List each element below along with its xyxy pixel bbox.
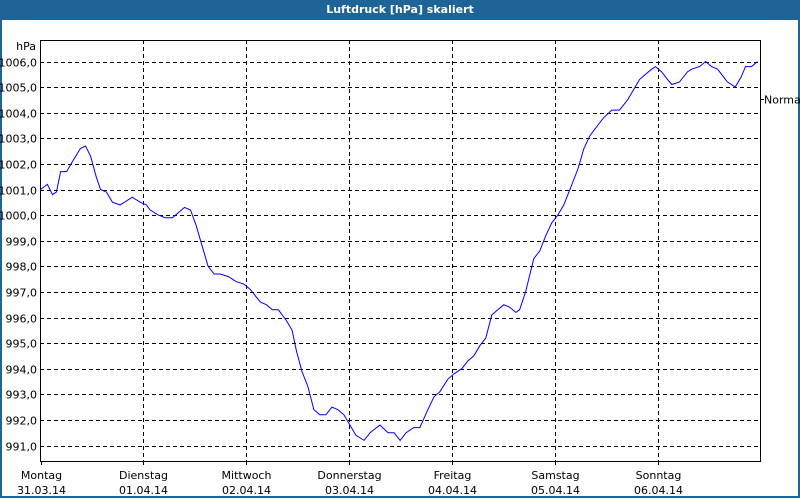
- normal-reference-label: Normal: [764, 94, 800, 107]
- y-axis-label: hPa: [16, 40, 36, 53]
- x-tick-day: Mittwoch: [222, 469, 272, 482]
- window-title: Luftdruck [hPa] skaliert: [0, 0, 800, 20]
- y-tick-label: 997,0: [6, 287, 38, 300]
- x-tick-date: 05.04.14: [531, 484, 580, 497]
- plot-frame: [40, 40, 761, 462]
- y-tick-label: 1000,0: [0, 210, 37, 223]
- y-tick-label: 1004,0: [0, 108, 37, 121]
- x-tick-date: 06.04.14: [634, 484, 683, 497]
- series-line-luftdruck: [40, 60, 758, 442]
- y-tick-label: 1006,0: [0, 57, 37, 70]
- x-tick-day: Freitag: [434, 469, 472, 482]
- y-tick-label: 994,0: [6, 364, 38, 377]
- x-tick-date: 01.04.14: [119, 484, 168, 497]
- y-tick-label: 1005,0: [0, 82, 37, 95]
- y-tick-label: 1003,0: [0, 133, 37, 146]
- x-tick-day: Sonntag: [636, 469, 682, 482]
- y-tick-label: 999,0: [6, 236, 38, 249]
- x-tick-day: Dienstag: [119, 469, 168, 482]
- y-tick-label: 992,0: [6, 415, 38, 428]
- x-tick-date: 31.03.14: [17, 484, 66, 497]
- y-tick-label: 991,0: [6, 441, 38, 454]
- y-tick-label: 1001,0: [0, 185, 37, 198]
- x-tick-date: 04.04.14: [428, 484, 477, 497]
- y-tick-label: 1002,0: [0, 159, 37, 172]
- x-tick-date: 02.04.14: [222, 484, 271, 497]
- x-tick-day: Samstag: [531, 469, 579, 482]
- y-tick-label: 996,0: [6, 313, 38, 326]
- x-tick-day: Donnerstag: [317, 469, 381, 482]
- y-tick-label: 993,0: [6, 389, 38, 402]
- x-tick-day: Montag: [21, 469, 62, 482]
- x-tick-date: 03.04.14: [325, 484, 374, 497]
- y-tick-label: 995,0: [6, 338, 38, 351]
- y-tick-label: 998,0: [6, 261, 38, 274]
